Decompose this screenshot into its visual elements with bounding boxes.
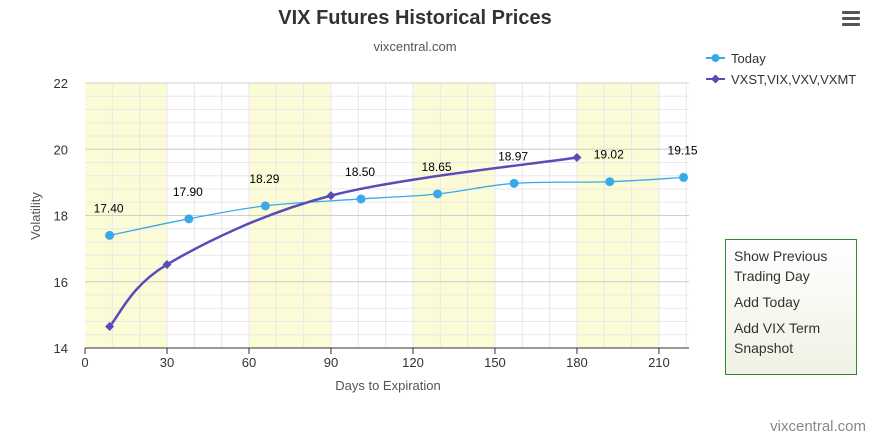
legend-marker <box>711 54 720 62</box>
data-point-today[interactable] <box>356 194 366 204</box>
y-tick-label: 20 <box>54 142 68 157</box>
data-label: 19.15 <box>668 143 698 157</box>
y-tick-label: 14 <box>54 341 68 356</box>
data-label: 18.65 <box>422 160 452 174</box>
x-tick-label: 210 <box>648 355 670 370</box>
labels-layer: 17.40 17.90 18.29 18.50 18.65 18.97 19.02 19.15 <box>94 143 698 215</box>
x-tick-label: 150 <box>484 355 506 370</box>
legend: Today VXST,VIX,VXV,VXMT <box>706 51 856 87</box>
legend-label: VXST,VIX,VXV,VXMT <box>731 72 856 87</box>
x-tick-label: 180 <box>566 355 588 370</box>
data-point-today[interactable] <box>260 201 270 211</box>
series-line-term <box>108 156 578 328</box>
grid-layer <box>85 82 689 349</box>
data-label: 17.40 <box>94 201 124 215</box>
options-panel: Show Previous Trading Day Add Today Add … <box>725 239 857 375</box>
axes-layer: 0 30 60 90 120 150 180 210 14 16 18 20 22 <box>54 76 689 370</box>
legend-marker <box>711 74 720 84</box>
menu-bar <box>842 16 860 20</box>
data-point-term[interactable] <box>572 153 582 163</box>
data-point-term[interactable] <box>326 191 336 201</box>
y-tick-label: 22 <box>54 76 68 91</box>
x-tick-label: 30 <box>160 355 174 370</box>
data-point-term[interactable] <box>162 260 172 270</box>
y-tick-label: 18 <box>54 209 68 224</box>
credit-link[interactable]: vixcentral.com <box>770 418 866 435</box>
series-layer <box>105 153 689 331</box>
data-label: 17.90 <box>173 185 203 199</box>
data-label: 19.02 <box>594 148 624 162</box>
legend-item[interactable]: Today <box>706 51 766 66</box>
data-label: 18.97 <box>498 149 528 163</box>
x-tick-label: 120 <box>402 355 424 370</box>
data-label: 18.50 <box>345 165 375 179</box>
data-point-today[interactable] <box>679 172 689 182</box>
y-axis-title: Volatility <box>28 192 43 240</box>
data-point-today[interactable] <box>605 177 615 187</box>
menu-bar <box>842 22 860 26</box>
data-point-today[interactable] <box>184 214 194 224</box>
x-tick-label: 90 <box>324 355 338 370</box>
menu-bar <box>842 10 860 14</box>
data-point-term[interactable] <box>105 321 115 331</box>
legend-item[interactable]: VXST,VIX,VXV,VXMT <box>706 72 856 87</box>
data-point-today[interactable] <box>509 178 519 188</box>
series-line-today <box>109 176 684 237</box>
hamburger-menu-icon[interactable] <box>840 7 862 29</box>
data-point-today[interactable] <box>433 189 443 199</box>
x-axis-title: Days to Expiration <box>335 378 441 393</box>
data-label: 18.29 <box>249 172 279 186</box>
chart-title: VIX Futures Historical Prices <box>278 7 551 29</box>
add-today-button[interactable]: Add Today <box>734 294 800 310</box>
add-vix-term-snapshot-button[interactable]: Add VIX Term Snapshot <box>734 320 821 356</box>
x-tick-label: 60 <box>242 355 256 370</box>
y-tick-label: 16 <box>54 275 68 290</box>
legend-label: Today <box>731 51 766 66</box>
x-tick-label: 0 <box>81 355 88 370</box>
data-point-today[interactable] <box>105 230 115 240</box>
chart-subtitle: vixcentral.com <box>373 39 456 54</box>
show-previous-trading-day-button[interactable]: Show Previous Trading Day <box>734 248 828 284</box>
